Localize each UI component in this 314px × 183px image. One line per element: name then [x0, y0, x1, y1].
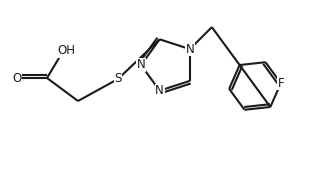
Text: F: F	[278, 77, 284, 90]
Text: N: N	[155, 84, 164, 97]
Text: OH: OH	[57, 44, 75, 57]
Text: N: N	[186, 43, 194, 56]
Text: O: O	[12, 72, 22, 85]
Text: S: S	[114, 72, 122, 85]
Text: N: N	[137, 59, 145, 72]
